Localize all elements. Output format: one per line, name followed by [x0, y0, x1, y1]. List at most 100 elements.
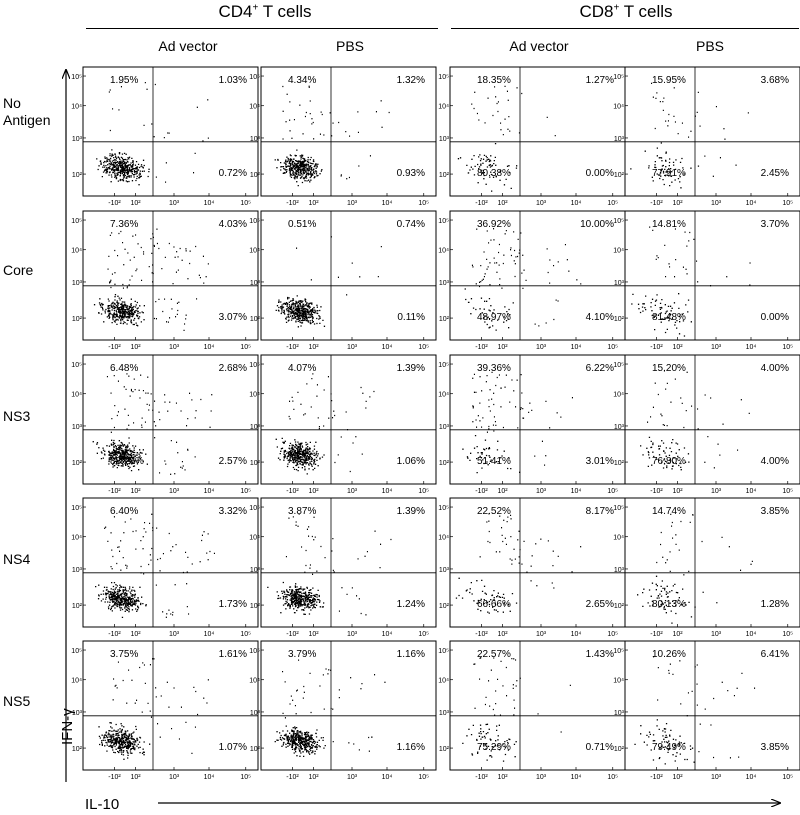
x-tick-label: 10² — [672, 488, 683, 495]
x-tick-label: -10² — [108, 774, 121, 781]
x-tick-label: 10² — [130, 200, 141, 207]
y-tick-label: 10⁵ — [438, 218, 449, 225]
group-rule-cd4 — [86, 28, 438, 29]
y-tick-label: 10³ — [439, 424, 450, 431]
x-tick-label: 10³ — [347, 631, 358, 638]
x-tick-label: -10² — [475, 488, 488, 495]
y-tick-label: 10⁴ — [438, 104, 449, 111]
y-tick-label: 10² — [72, 460, 83, 467]
x-tick-label: 10⁵ — [782, 774, 793, 781]
y-tick-label: 10² — [439, 172, 450, 179]
quadrant-percent-ur: 10.00% — [580, 219, 614, 230]
y-tick-label: 10⁵ — [71, 648, 82, 655]
flow-panel: -10² 10² 10³ 10⁴ 10⁵ 10² 10³ 10⁴ 10⁵ 3.75% 1.61% 1.… — [71, 640, 259, 781]
quadrant-percent-ll: 48.97% — [477, 312, 511, 323]
scatter-events — [98, 658, 209, 760]
y-tick-label: 10² — [614, 603, 625, 610]
x-tick-label: -10² — [108, 631, 121, 638]
scatter-events — [274, 659, 386, 758]
y-tick-label: 10⁴ — [71, 392, 82, 399]
scatter-events — [92, 373, 213, 475]
x-tick-label: 10⁵ — [240, 631, 251, 638]
quadrant-percent-ur: 3.85% — [761, 506, 789, 517]
x-tick-label: 10³ — [536, 631, 547, 638]
quadrant-percent-lr: 4.10% — [586, 312, 614, 323]
x-axis-label: IL-10 — [85, 796, 119, 813]
x-tick-label: 10⁴ — [571, 344, 582, 351]
quadrant-percent-ur: 3.68% — [761, 75, 789, 86]
column-title: Ad vector — [158, 38, 218, 54]
quadrant-percent-ur: 6.22% — [586, 363, 614, 374]
x-tick-label: 10⁵ — [782, 488, 793, 495]
y-tick-label: 10² — [439, 460, 450, 467]
x-tick-label: 10³ — [347, 344, 358, 351]
group-rule-cd8 — [451, 28, 799, 29]
panel-frame — [624, 210, 800, 341]
x-tick-label: -10² — [286, 774, 299, 781]
y-tick-label: 10⁵ — [71, 74, 82, 81]
panel-frame — [82, 210, 259, 341]
flow-panel: -10² 10² 10³ 10⁴ 10⁵ 10² 10³ 10⁴ 10⁵ 3.87% 1.39% 1.… — [249, 497, 437, 638]
x-tick-label: -10² — [475, 774, 488, 781]
y-tick-label: 10⁵ — [613, 362, 624, 369]
quadrant-percent-ur: 1.39% — [397, 506, 425, 517]
quadrant-percent-ur: 4.03% — [219, 219, 247, 230]
quadrant-percent-ul: 4.07% — [288, 363, 316, 374]
y-tick-label: 10² — [250, 746, 261, 753]
quadrant-percent-lr: 4.00% — [761, 456, 789, 467]
y-tick-label: 10² — [614, 460, 625, 467]
x-tick-label: 10² — [130, 631, 141, 638]
flow-panel: -10² 10² 10³ 10⁴ 10⁵ 10² 10³ 10⁴ 10⁵ 4.34% 1.32% 0.… — [249, 66, 437, 207]
panel-frame — [624, 640, 800, 771]
quadrant-percent-ll: 81.48% — [652, 312, 686, 323]
x-tick-label: 10⁵ — [418, 344, 429, 351]
quadrant-percent-ll: 80.13% — [652, 599, 686, 610]
quadrant-percent-ul: 14.74% — [652, 506, 686, 517]
flow-panel: -10² 10² 10³ 10⁴ 10⁵ 10² 10³ 10⁴ 10⁵ 22.57% 1.43% 0… — [438, 640, 626, 781]
row-label: NS5 — [3, 693, 31, 709]
column-title: Ad vector — [509, 38, 569, 54]
quadrant-percent-ul: 0.51% — [288, 219, 316, 230]
y-tick-label: 10² — [439, 316, 450, 323]
quadrant-percent-lr: 1.07% — [219, 742, 247, 753]
x-tick-label: 10⁴ — [204, 344, 215, 351]
quadrant-percent-ur: 1.39% — [397, 363, 425, 374]
x-tick-label: 10³ — [536, 344, 547, 351]
x-tick-label: 10⁴ — [571, 631, 582, 638]
x-tick-label: 10² — [130, 344, 141, 351]
quadrant-percent-ll: 66.66% — [477, 599, 511, 610]
x-tick-label: 10⁴ — [571, 774, 582, 781]
x-tick-label: 10⁵ — [240, 344, 251, 351]
quadrant-percent-lr: 1.16% — [397, 742, 425, 753]
quadrant-percent-ll: 88.28% — [110, 456, 144, 467]
scatter-events — [462, 371, 573, 474]
x-tick-label: 10² — [308, 488, 319, 495]
x-tick-label: 10² — [672, 344, 683, 351]
quadrant-percent-lr: 3.85% — [761, 742, 789, 753]
x-tick-label: 10⁴ — [571, 200, 582, 207]
column-title: PBS — [695, 38, 724, 54]
x-tick-label: 10² — [497, 631, 508, 638]
x-tick-label: 10³ — [169, 488, 180, 495]
y-tick-label: 10² — [72, 172, 83, 179]
x-tick-label: 10³ — [169, 774, 180, 781]
x-tick-label: -10² — [286, 344, 299, 351]
y-tick-label: 10⁵ — [438, 362, 449, 369]
quadrant-percent-ur: 4.00% — [761, 363, 789, 374]
quadrant-percent-ur: 3.70% — [761, 219, 789, 230]
x-tick-label: 10⁵ — [240, 774, 251, 781]
quadrant-percent-lr: 0.71% — [586, 742, 614, 753]
y-tick-label: 10⁴ — [613, 535, 624, 542]
x-tick-label: 10² — [308, 344, 319, 351]
scatter-events — [275, 373, 375, 475]
y-tick-label: 10³ — [250, 424, 261, 431]
flow-panel: -10² 10² 10³ 10⁴ 10⁵ 10² 10³ 10⁴ 10⁵ 7.36% 4.03% 3.… — [71, 210, 259, 351]
quadrant-percent-ul: 3.75% — [110, 649, 138, 660]
scatter-events — [637, 513, 753, 624]
x-tick-label: 10³ — [711, 200, 722, 207]
y-tick-label: 10³ — [439, 567, 450, 574]
y-tick-label: 10⁵ — [71, 505, 82, 512]
y-tick-label: 10⁵ — [249, 505, 260, 512]
y-tick-label: 10³ — [439, 136, 450, 143]
x-tick-label: 10⁴ — [382, 488, 393, 495]
